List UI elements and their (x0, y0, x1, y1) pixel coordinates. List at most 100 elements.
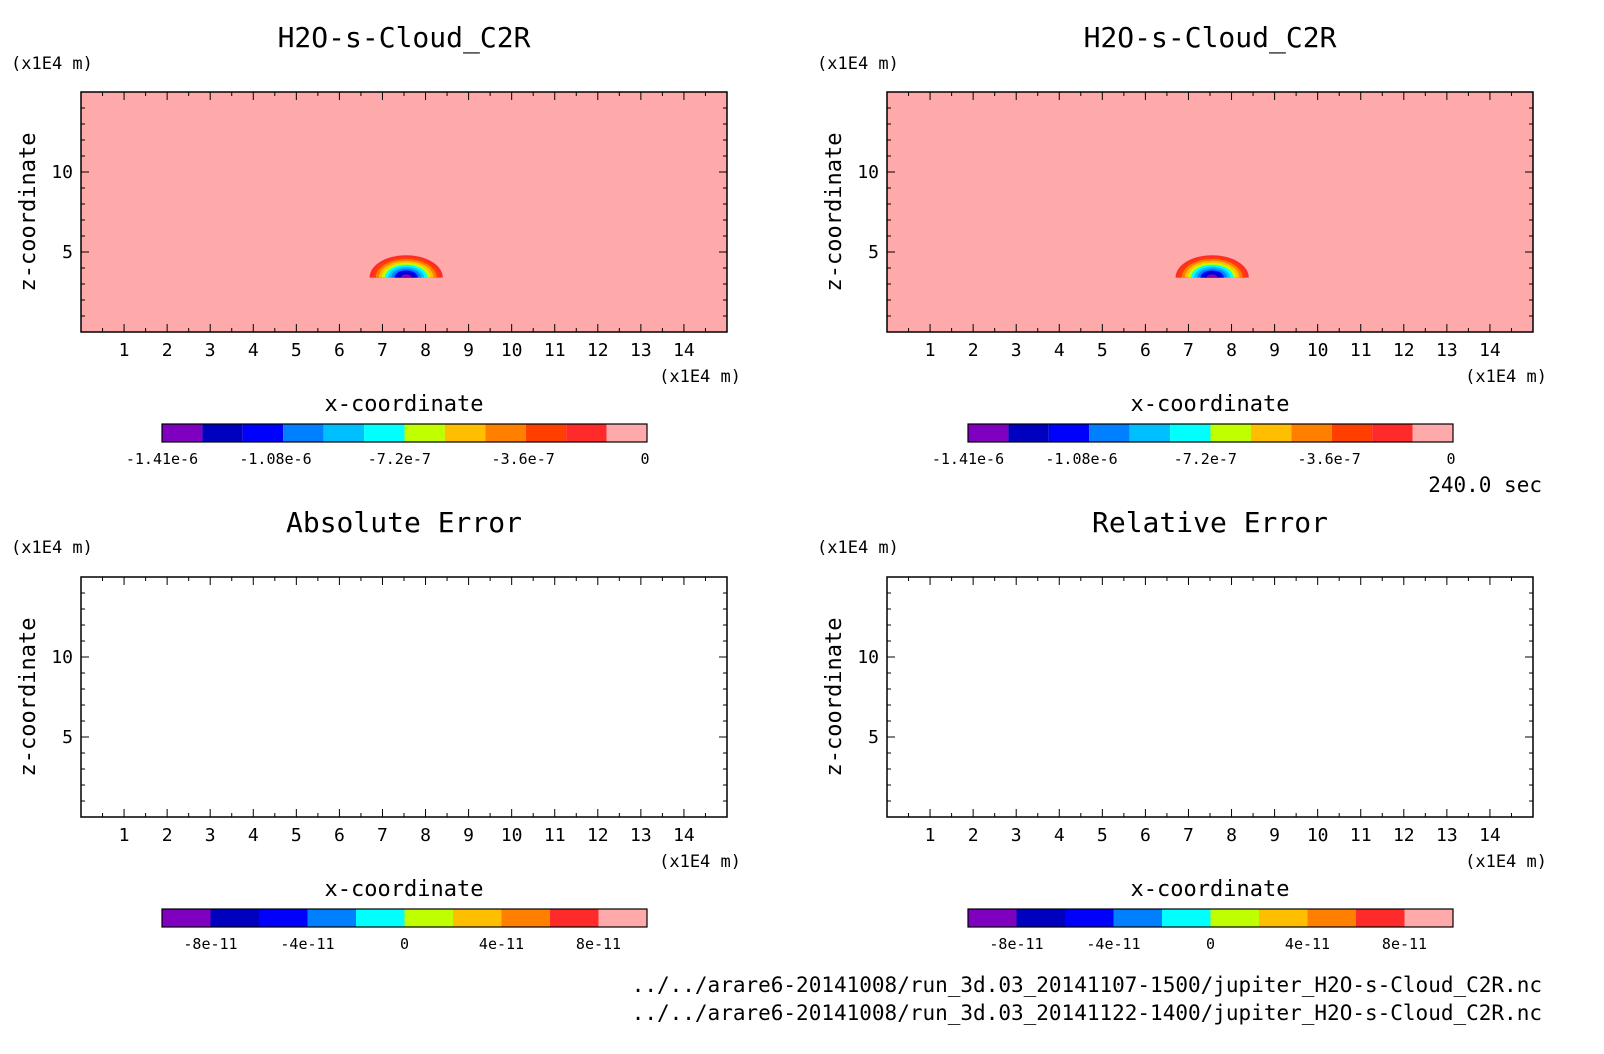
chart-panel-2: H2O-s-Cloud_C2R(x1E4 m)1 2 3 4 5 6 7 8 9 10 11 12 13… (817, 21, 1547, 468)
colorbar-tick-label: 0 (400, 935, 409, 953)
colorbar-swatch (1008, 424, 1049, 442)
colorbar-tick-label: 0 (640, 450, 649, 468)
chart-title: H2O-s-Cloud_C2R (1084, 21, 1337, 55)
colorbar-tick-label: -1.41e-6 (932, 450, 1004, 468)
x-tick-label: 6 (1140, 340, 1151, 361)
x-axis-label: x-coordinate (325, 392, 484, 417)
x-axis-label: x-coordinate (1131, 392, 1290, 417)
colorbar-swatch (566, 424, 607, 442)
x-tick-label: 9 (1269, 825, 1280, 846)
y-unit-label: (x1E4 m) (11, 538, 93, 558)
x-tick-label: 11 (1350, 825, 1372, 846)
x-tick-label: 6 (1140, 825, 1151, 846)
colorbar-swatch (968, 909, 1017, 927)
colorbar-tick-label: 0 (1446, 450, 1455, 468)
y-unit-label: (x1E4 m) (817, 538, 899, 558)
x-tick-label: 11 (544, 340, 566, 361)
x-tick-label: 6 (334, 340, 345, 361)
x-tick-label: 1 (925, 825, 936, 846)
chart-panel-1: H2O-s-Cloud_C2R(x1E4 m)1 2 3 4 5 6 7 8 9 10 11 12 13… (11, 21, 741, 468)
x-tick-label: 4 (1054, 340, 1065, 361)
x-tick-label: 1 (925, 340, 936, 361)
colorbar-swatch (242, 424, 284, 442)
x-tick-label: 8 (420, 340, 431, 361)
x-tick-label: 9 (463, 340, 474, 361)
colorbar-tick-label: -8e-11 (183, 935, 237, 953)
x-tick-label: 4 (248, 825, 259, 846)
colorbar-swatch (606, 424, 647, 442)
field-background (81, 92, 727, 332)
x-tick-label: 14 (1479, 825, 1501, 846)
x-tick-label: 4 (1054, 825, 1065, 846)
y-tick-label: 10 (51, 162, 73, 183)
x-tick-label: 5 (1097, 825, 1108, 846)
x-tick-label: 13 (1436, 825, 1458, 846)
chart-panel-4: Relative Error(x1E4 m)1 2 3 4 5 6 7 8 9 10 11 12 13 1… (817, 506, 1547, 953)
x-tick-label: 7 (1183, 340, 1194, 361)
x-unit-label: (x1E4 m) (659, 852, 741, 872)
colorbar-tick-label: 4e-11 (1285, 935, 1330, 953)
colorbar-swatch (1065, 909, 1114, 927)
colorbar-frame (967, 908, 1454, 928)
y-axis-label: z-coordinate (822, 133, 847, 292)
colorbar-swatch (598, 909, 647, 927)
colorbar-swatch (525, 424, 567, 442)
colorbar-swatch (1372, 424, 1413, 442)
colorbar-swatch (1129, 424, 1171, 442)
x-axis-label: x-coordinate (325, 877, 484, 902)
colorbar-tick-label: -7.2e-7 (1174, 450, 1237, 468)
x-tick-label: 5 (1097, 340, 1108, 361)
y-tick-label: 10 (51, 647, 73, 668)
anomaly-contour-11 (400, 274, 412, 278)
colorbar-swatch (1016, 909, 1065, 927)
y-unit-label: (x1E4 m) (817, 54, 899, 74)
colorbar-swatch (1048, 424, 1090, 442)
y-tick-label: 5 (868, 242, 879, 263)
colorbar-swatch (485, 424, 526, 442)
colorbar-swatch (1170, 424, 1211, 442)
x-tick-label: 3 (205, 825, 216, 846)
colorbar-swatch (202, 424, 243, 442)
x-tick-label: 12 (1393, 825, 1415, 846)
x-tick-label: 9 (1269, 340, 1280, 361)
x-tick-label: 12 (587, 825, 609, 846)
colorbar-swatch (1404, 909, 1453, 927)
x-tick-label: 13 (1436, 340, 1458, 361)
chart-title: H2O-s-Cloud_C2R (278, 21, 531, 55)
chart-title: Relative Error (1092, 506, 1328, 539)
colorbar-swatch (1412, 424, 1453, 442)
x-tick-label: 4 (248, 340, 259, 361)
y-axis-label: z-coordinate (16, 133, 41, 292)
x-tick-label: 3 (205, 340, 216, 361)
colorbar-swatch (356, 909, 405, 927)
x-tick-label: 5 (291, 825, 302, 846)
x-unit-label: (x1E4 m) (1465, 852, 1547, 872)
colorbar-swatch (1307, 909, 1356, 927)
colorbar-swatch (1162, 909, 1211, 927)
y-tick-label: 5 (62, 727, 73, 748)
colorbar-tick-label: -4e-11 (280, 935, 334, 953)
colorbar-swatch (364, 424, 405, 442)
field-background (887, 92, 1533, 332)
colorbar-tick-label: -1.08e-6 (239, 450, 311, 468)
colorbar-swatch (162, 424, 203, 442)
x-tick-label: 2 (968, 340, 979, 361)
colorbar-swatch (404, 909, 453, 927)
chart-title: Absolute Error (286, 506, 522, 539)
colorbar-tick-label: 8e-11 (576, 935, 621, 953)
x-tick-label: 3 (1011, 825, 1022, 846)
file-path-1: ../../arare6-20141008/run_3d.03_20141107… (632, 973, 1542, 997)
colorbar-tick-label: -3.6e-7 (1298, 450, 1361, 468)
colorbar-swatch (1089, 424, 1130, 442)
colorbar-tick-label: -4e-11 (1086, 935, 1140, 953)
colorbar-swatch (453, 909, 502, 927)
colorbar-tick-label: 8e-11 (1382, 935, 1427, 953)
y-tick-label: 5 (868, 727, 879, 748)
colorbar-swatch (444, 424, 486, 442)
file-path-2: ../../arare6-20141008/run_3d.03_20141122… (632, 1001, 1542, 1025)
x-unit-label: (x1E4 m) (1465, 367, 1547, 387)
colorbar-swatch (323, 424, 365, 442)
colorbar-swatch (1250, 424, 1292, 442)
x-tick-label: 13 (630, 340, 652, 361)
x-tick-label: 10 (1307, 825, 1329, 846)
